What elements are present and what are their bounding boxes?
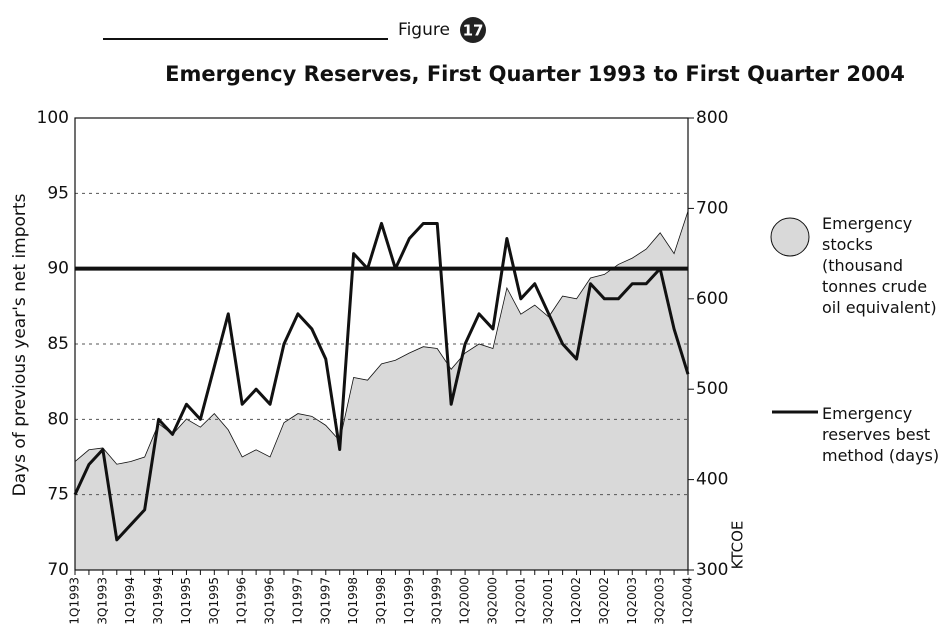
x-tick-label: 1Q1999 — [402, 577, 416, 625]
y2-tick-label: 600 — [696, 289, 728, 309]
x-tick-label: 3Q1995 — [207, 577, 221, 625]
stocks-area-outline — [74, 210, 689, 465]
y2-tick-label: 300 — [696, 560, 728, 580]
x-tick-label: 3Q2000 — [485, 577, 499, 625]
y2-axis-label: KTCOE — [729, 521, 747, 570]
y-tick-label: 100 — [37, 108, 69, 128]
y-axis-label: Days of previous year's net imports — [10, 193, 30, 496]
y-tick-label: 95 — [47, 183, 69, 203]
reserves-line — [73, 221, 690, 542]
figure-badge — [460, 17, 486, 43]
x-tick-label: 3Q2001 — [541, 577, 555, 625]
x-tick-label: 1Q2001 — [513, 577, 527, 625]
chart-title: Emergency Reserves, First Quarter 1993 t… — [165, 62, 905, 86]
x-tick-label: 3Q2002 — [597, 577, 611, 625]
legend-label: Emergency reserves best method (days) — [822, 404, 940, 465]
x-tick-label: 1Q1995 — [179, 577, 193, 625]
y2-tick-label: 800 — [696, 108, 728, 128]
y-tick-label: 70 — [47, 560, 69, 580]
x-tick-label: 1Q1997 — [290, 577, 304, 625]
x-tick-label: 3Q1998 — [374, 577, 388, 625]
y-tick-label: 80 — [47, 409, 69, 429]
stocks-area — [75, 211, 688, 570]
x-tick-label: 1Q2002 — [569, 577, 583, 625]
x-tick-label: 3Q1997 — [318, 577, 332, 625]
y2-tick-label: 500 — [696, 379, 728, 399]
x-tick-label: 1Q1998 — [346, 577, 360, 625]
x-tick-label: 1Q1994 — [123, 577, 137, 625]
x-tick-label: 1Q1993 — [68, 577, 82, 625]
x-tick-label: 3Q1993 — [95, 577, 109, 625]
y2-tick-label: 400 — [696, 470, 728, 490]
y-tick-label: 90 — [47, 259, 69, 279]
x-tick-label: 1Q2000 — [458, 577, 472, 625]
legend-label: Emergency stocks (thousand tonnes crude … — [822, 214, 937, 317]
y-tick-label: 75 — [47, 485, 69, 505]
x-tick-label: 3Q1999 — [430, 577, 444, 625]
legend-swatch — [770, 217, 810, 257]
x-tick-label: 1Q2003 — [625, 577, 639, 625]
figure-number: 17 — [463, 22, 484, 40]
y2-tick-label: 700 — [696, 198, 728, 218]
x-tick-label: 3Q2003 — [653, 577, 667, 625]
x-tick-label: 1Q2004 — [681, 577, 695, 625]
x-tick-label: 3Q1994 — [151, 577, 165, 625]
x-tick-label: 3Q1996 — [263, 577, 277, 625]
x-tick-label: 1Q1996 — [235, 577, 249, 625]
y-tick-label: 85 — [47, 334, 69, 354]
figure-label: Figure — [398, 20, 450, 40]
